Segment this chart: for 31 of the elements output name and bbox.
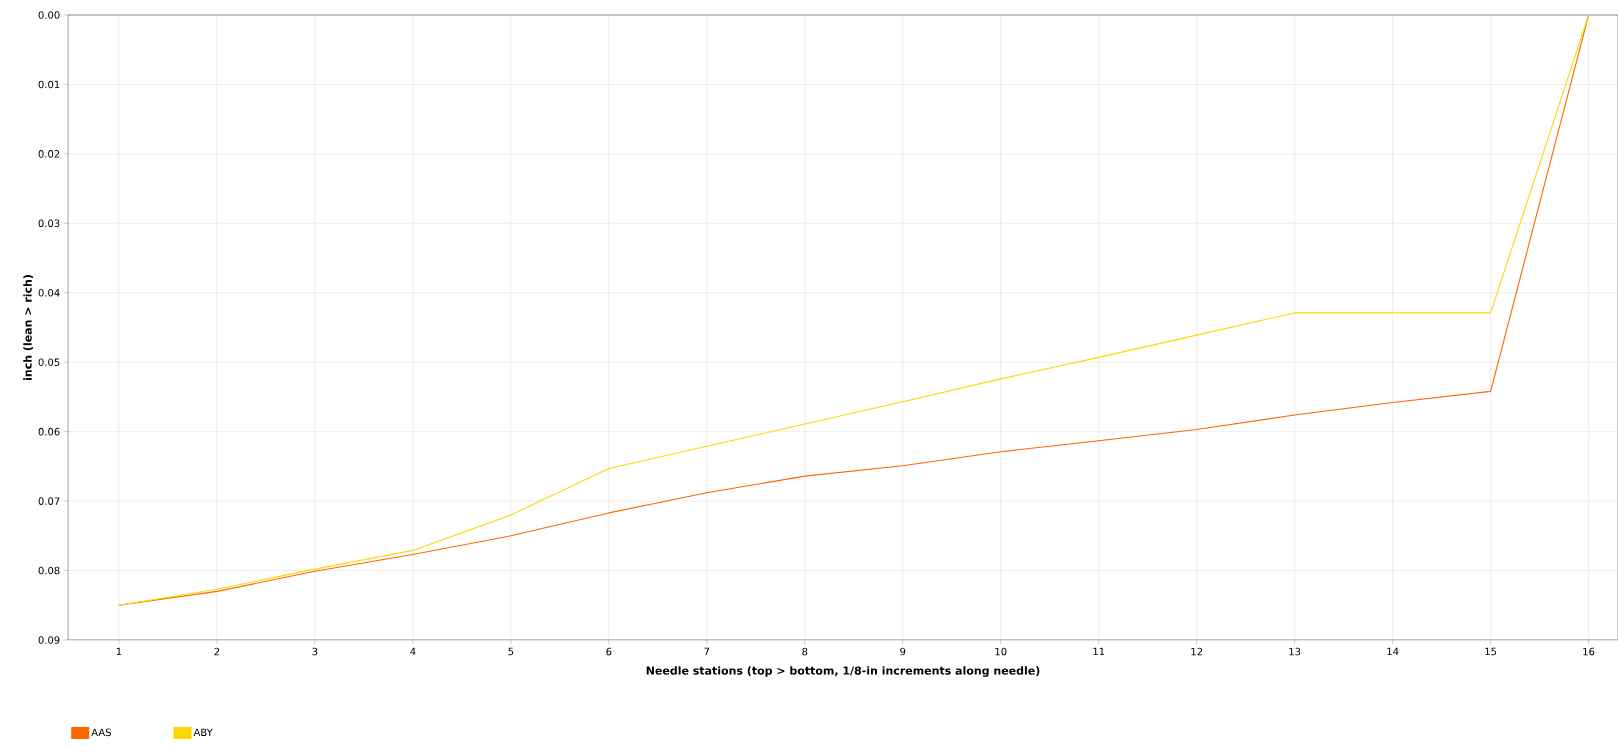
- x-tick-label: 12: [1191, 647, 1203, 656]
- y-tick-label: 0.09: [38, 636, 60, 644]
- y-tick-label: 0.05: [38, 358, 60, 366]
- y-tick-label: 0.03: [38, 219, 60, 228]
- y-tick-label: 0.06: [38, 427, 60, 436]
- y-tick-label: 0.01: [38, 80, 60, 89]
- x-tick-label: 4: [410, 647, 416, 656]
- x-tick-label: 14: [1387, 647, 1399, 656]
- x-axis-title: Needle stations (top > bottom, 1/8-in increments along needle): [646, 666, 1040, 677]
- y-tick-label: 0.00: [38, 11, 60, 19]
- x-tick-label: 5: [508, 647, 514, 656]
- x-tick-label: 10: [995, 647, 1007, 656]
- x-tick-label: 11: [1093, 647, 1105, 656]
- x-tick-label: 6: [606, 647, 612, 656]
- x-tick-label: 2: [214, 647, 220, 656]
- y-tick-label: 0.08: [38, 566, 60, 575]
- line-series: [118, 15, 1590, 606]
- x-tick-label: 3: [312, 647, 318, 656]
- y-tick-label: 0.02: [38, 150, 60, 158]
- y-tick-label: 0.04: [38, 288, 60, 297]
- x-tick-label: 9: [900, 647, 906, 656]
- legend-label: ABY: [193, 728, 213, 736]
- y-axis-title: inch (lean > rich): [23, 275, 34, 380]
- y-tick-label: 0.07: [38, 497, 60, 505]
- x-tick-label: 8: [802, 647, 808, 656]
- x-tick-label: 1: [116, 647, 122, 656]
- x-tick-label: 15: [1485, 647, 1497, 656]
- x-tick-label: 13: [1289, 647, 1301, 656]
- x-tick-label: 16: [1583, 647, 1595, 656]
- x-tick-label: 7: [704, 647, 710, 656]
- legend-label: AAS: [91, 728, 111, 737]
